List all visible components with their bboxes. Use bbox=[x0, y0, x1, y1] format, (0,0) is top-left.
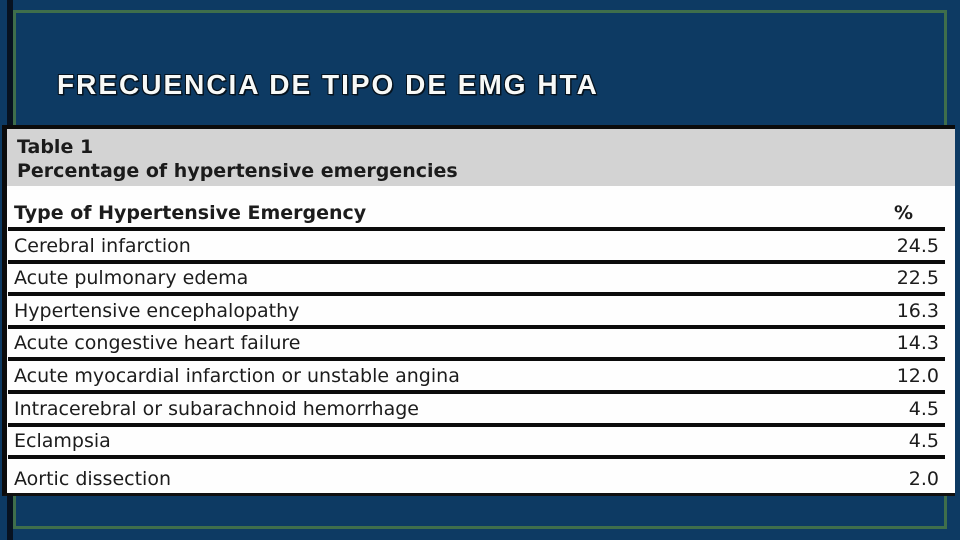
row-label: Cerebral infarction bbox=[14, 234, 191, 257]
table-header-row: Type of Hypertensive Emergency % bbox=[8, 186, 945, 231]
row-label: Acute myocardial infarction or unstable … bbox=[14, 364, 460, 387]
table-row: Aortic dissection 2.0 bbox=[8, 459, 945, 493]
caption-subtitle: Percentage of hypertensive emergencies bbox=[17, 160, 458, 182]
slide-title: FRECUENCIA DE TIPO DE EMG HTA bbox=[57, 69, 599, 100]
column-header-type: Type of Hypertensive Emergency bbox=[14, 202, 367, 224]
row-label: Eclampsia bbox=[14, 430, 111, 453]
table-figure: Table 1 Percentage of hypertensive emerg… bbox=[2, 125, 955, 496]
row-value: 4.5 bbox=[908, 430, 939, 453]
table-row: Eclampsia 4.5 bbox=[8, 427, 945, 460]
table-body: Cerebral infarction 24.5 Acute pulmonary… bbox=[8, 231, 945, 493]
emergency-table: Type of Hypertensive Emergency % Cerebra… bbox=[8, 186, 945, 493]
row-value: 22.5 bbox=[896, 267, 939, 290]
column-header-percent: % bbox=[893, 202, 913, 224]
row-value: 4.5 bbox=[908, 397, 939, 420]
row-value: 12.0 bbox=[896, 364, 939, 387]
row-label: Hypertensive encephalopathy bbox=[14, 299, 300, 322]
table-row: Cerebral infarction 24.5 bbox=[8, 231, 945, 264]
table-row: Intracerebral or subarachnoid hemorrhage… bbox=[8, 394, 945, 427]
row-value: 2.0 bbox=[908, 468, 939, 491]
table-row: Acute congestive heart failure 14.3 bbox=[8, 329, 945, 362]
row-value: 16.3 bbox=[896, 299, 939, 322]
table-caption: Table 1 Percentage of hypertensive emerg… bbox=[7, 129, 955, 186]
table-row: Acute myocardial infarction or unstable … bbox=[8, 361, 945, 394]
row-value: 14.3 bbox=[896, 332, 939, 355]
row-label: Intracerebral or subarachnoid hemorrhage bbox=[14, 397, 419, 420]
row-label: Aortic dissection bbox=[14, 468, 171, 491]
table-row: Hypertensive encephalopathy 16.3 bbox=[8, 296, 945, 329]
row-value: 24.5 bbox=[896, 234, 939, 257]
row-label: Acute congestive heart failure bbox=[14, 332, 301, 355]
caption-title: Table 1 bbox=[17, 136, 94, 158]
row-label: Acute pulmonary edema bbox=[14, 267, 249, 290]
table-row: Acute pulmonary edema 22.5 bbox=[8, 264, 945, 297]
